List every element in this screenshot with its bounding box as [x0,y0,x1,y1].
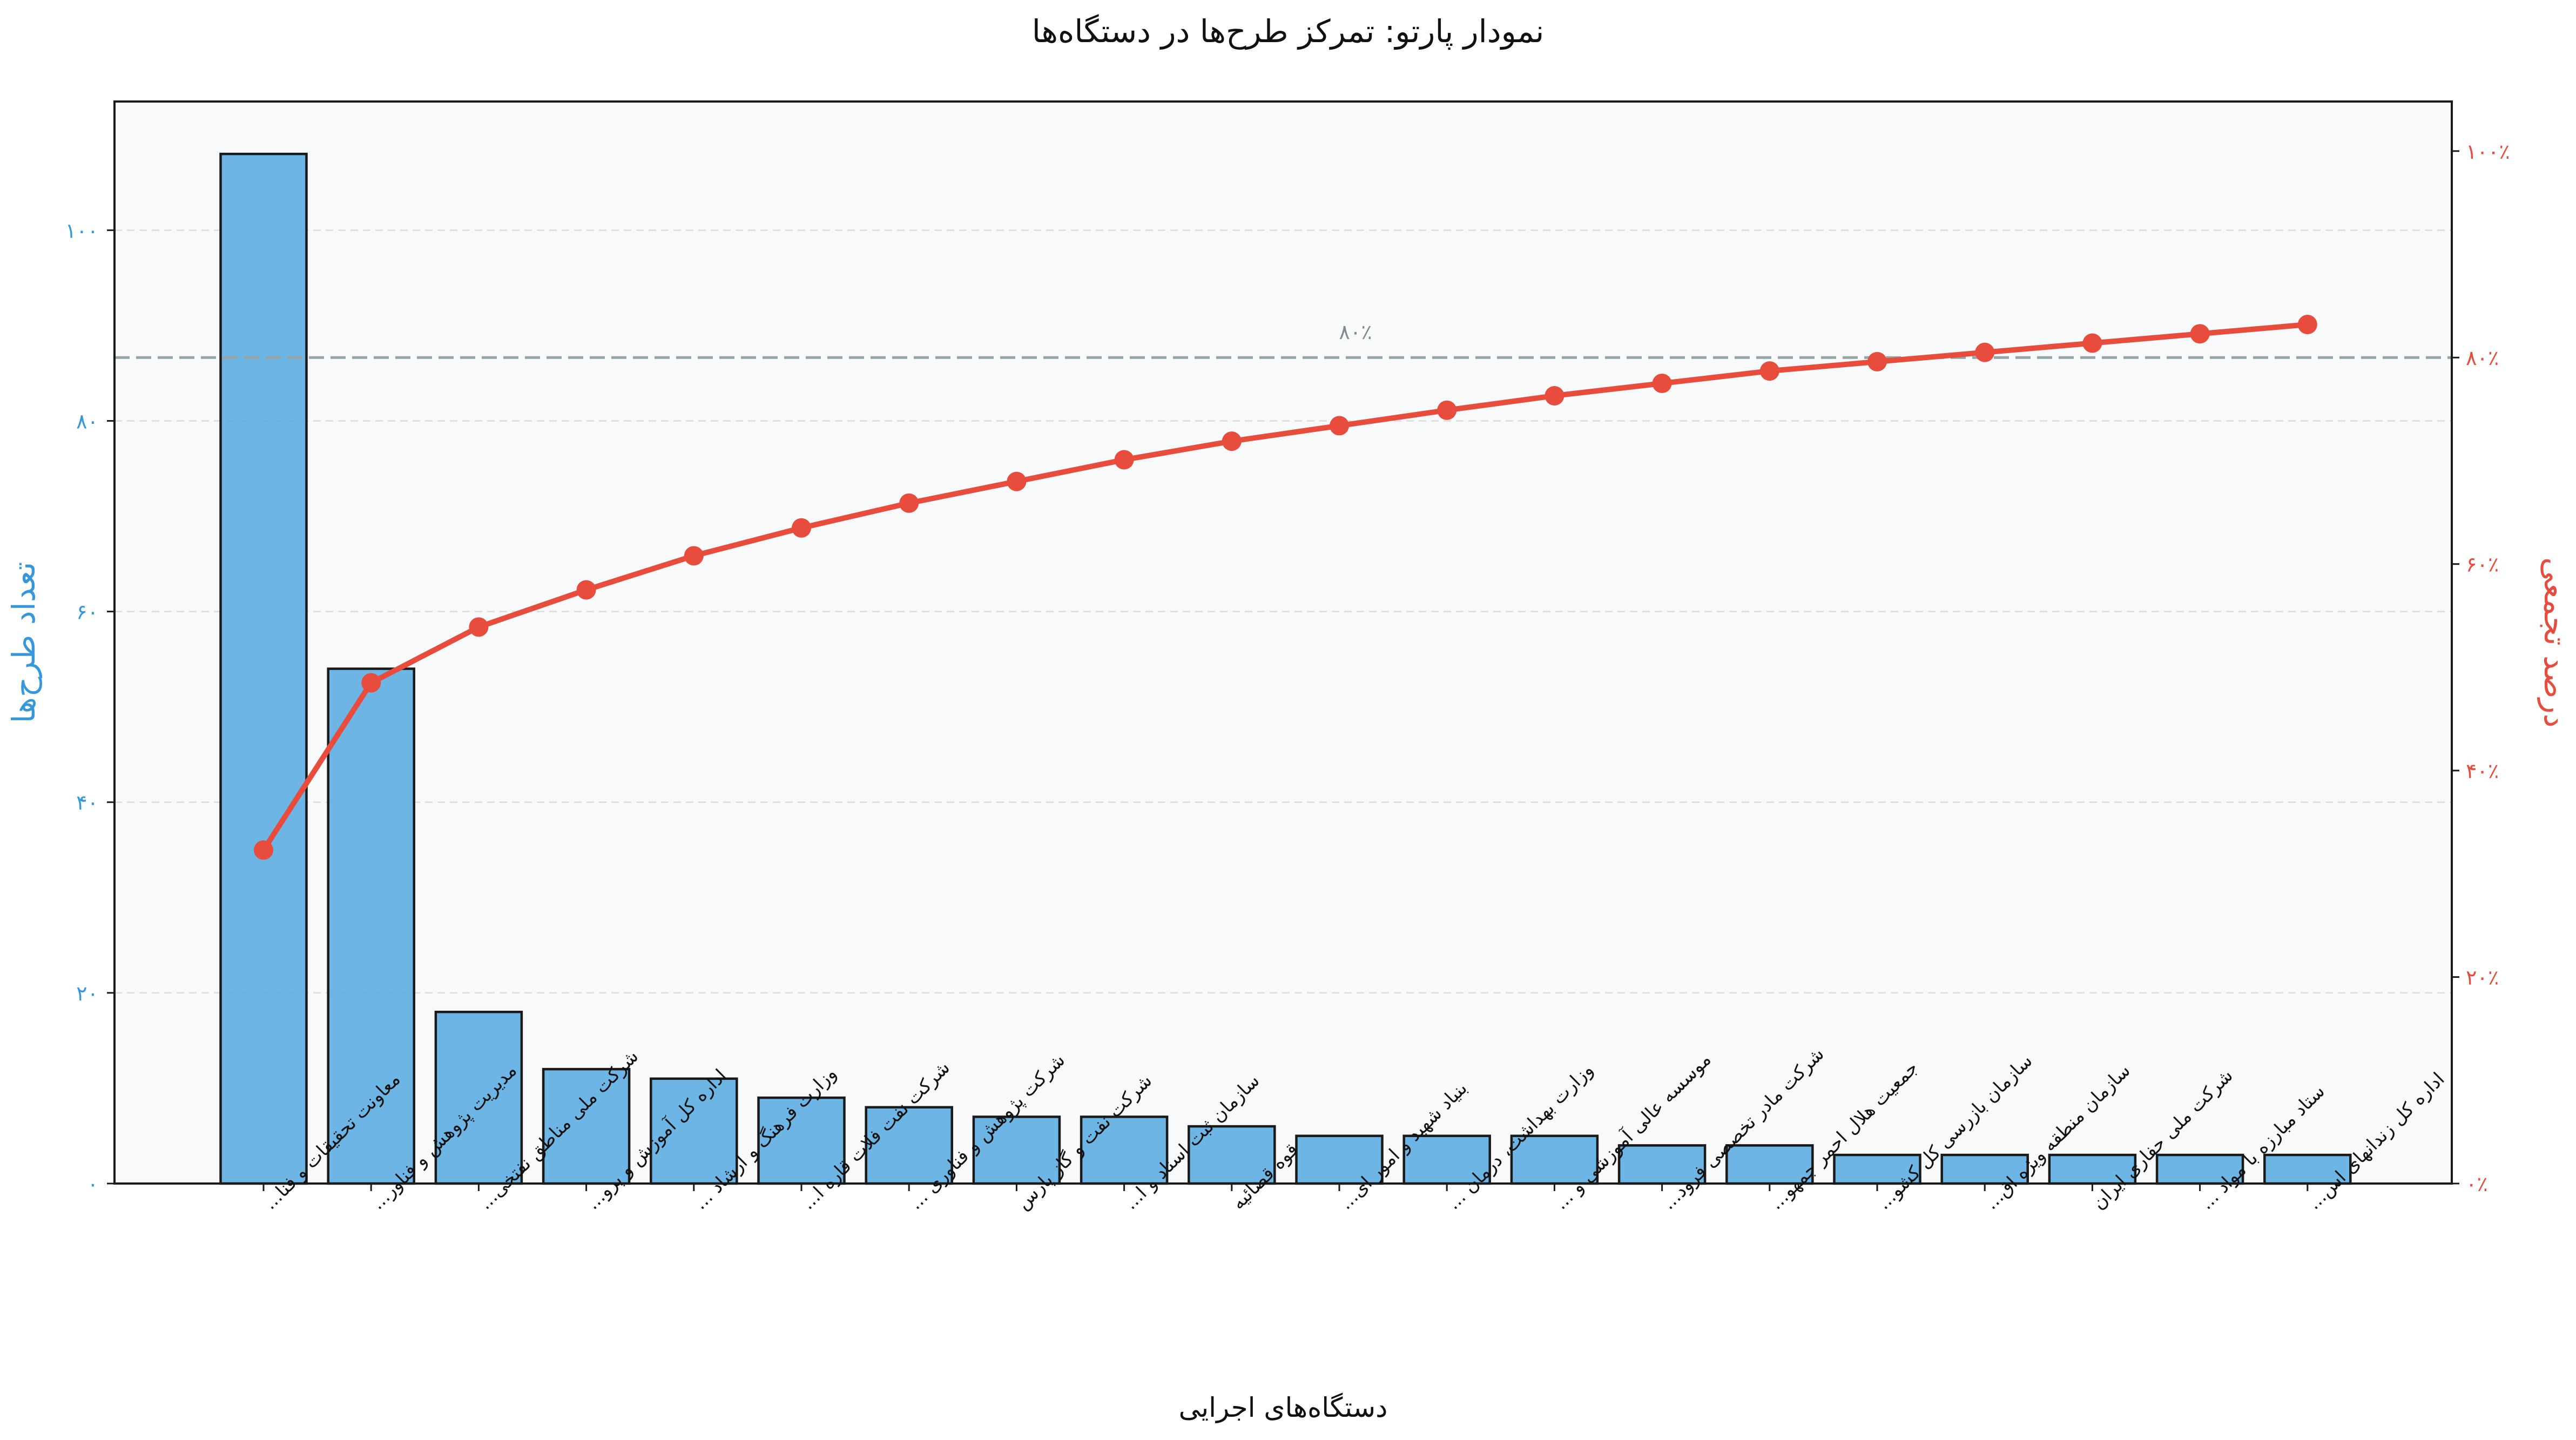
right-axis-tick-label: ۶۰٪ [2466,553,2499,577]
bars [219,152,2352,1185]
left-axis-tick-label: ۱۰۰ [65,219,98,242]
cumulative-point [576,580,596,600]
chart-title: نمودار پارتو: تمرکز طرح‌ها در دستگاه‌ها [1032,13,1545,50]
cumulative-point [792,518,811,538]
x-axis-label: دستگاه‌های اجرایی [1179,1392,1388,1423]
bar [1295,1134,1384,1185]
cumulative-point [899,493,919,513]
reference-line-label: ۸۰٪ [1339,320,1372,344]
bar [2263,1153,2352,1185]
bar [972,1116,1061,1185]
left-axis-tick-label: ۲۰ [76,982,98,1005]
left-axis-ticks: ۰ ۲۰ ۴۰ ۶۰ ۸۰ ۱۰۰ [65,219,114,1196]
cumulative-point [1007,471,1027,491]
left-axis-tick-label: ۶۰ [76,600,98,624]
left-axis-label: تعداد طرح‌ها [5,562,43,724]
bar [865,1106,953,1185]
right-axis-tick-label: ۲۰٪ [2466,966,2499,990]
cumulative-point [2082,333,2102,353]
bar [1833,1153,1921,1185]
grid-lines [114,229,2452,994]
cumulative-point [1222,431,1242,451]
cumulative-point [254,840,273,860]
left-axis-tick-label: ۴۰ [76,791,98,815]
right-axis-tick-label: ۰٪ [2466,1172,2488,1196]
bar [327,667,415,1185]
left-axis-tick-label: ۸۰ [76,409,98,433]
cumulative-point [1114,450,1134,470]
right-axis-label: درصد تجمعی [2537,557,2574,727]
right-axis-tick-label: ۸۰٪ [2466,346,2499,370]
cumulative-line [261,322,2308,852]
cumulative-point [1759,361,1779,381]
right-axis-ticks: ۰٪ ۲۰٪ ۴۰٪ ۶۰٪ ۸۰٪ ۱۰۰٪ [2452,140,2510,1196]
bar [1188,1125,1276,1185]
bar [2048,1153,2137,1185]
cumulative-point [361,673,381,693]
cumulative-point [1330,416,1349,436]
cumulative-point [1975,342,1995,362]
cumulative-point [469,617,489,637]
right-axis-tick-label: ۴۰٪ [2466,759,2499,783]
bar [650,1077,738,1185]
bar [219,152,308,1185]
reference-line-group: ۸۰٪ [114,320,2452,359]
cumulative-point [1545,386,1565,405]
cumulative-point [2190,324,2210,344]
cumulative-point [1652,374,1672,394]
bar [2155,1153,2244,1185]
cumulative-point [2297,315,2317,335]
bar [757,1096,846,1185]
bar [434,1010,523,1185]
bar [542,1067,631,1185]
right-axis-tick-label: ۱۰۰٪ [2466,140,2510,164]
bar [1080,1116,1169,1185]
plot-area [114,102,2452,1184]
left-axis-tick-label: ۰ [87,1172,98,1196]
bar [1725,1144,1814,1185]
cumulative-point [1437,400,1457,420]
bar [1617,1144,1707,1185]
cumulative-point [1867,351,1887,371]
cumulative-line-group [254,315,2317,860]
plot-frame [113,100,2453,1185]
cumulative-point [684,546,704,566]
